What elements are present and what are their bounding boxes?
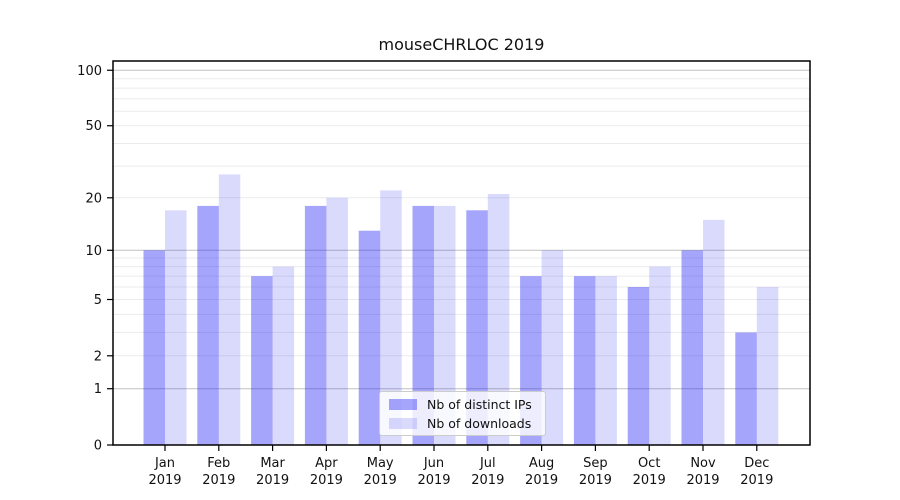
x-tick-label-year-dec: 2019 — [740, 473, 773, 488]
x-tick-label-year-aug: 2019 — [525, 473, 558, 488]
x-tick-label-year-oct: 2019 — [633, 473, 666, 488]
y-tick-label-1: 1 — [94, 382, 102, 397]
legend: Nb of distinct IPs Nb of downloads — [379, 391, 546, 436]
x-tick-label-year-apr: 2019 — [310, 473, 343, 488]
x-tick-label-year-sep: 2019 — [579, 473, 612, 488]
x-tick-label-month-nov: Nov — [690, 456, 716, 471]
chart-title: mouseCHRLOC 2019 — [378, 35, 545, 54]
y-tick-label-5: 5 — [94, 293, 102, 308]
bar-distinct-ips-jun — [412, 205, 434, 445]
bar-distinct-ips-apr — [304, 205, 327, 445]
x-tick-label-year-may: 2019 — [364, 473, 397, 488]
x-tick-label-year-mar: 2019 — [256, 473, 289, 488]
legend-label-distinct-ips: Nb of distinct IPs — [427, 396, 532, 412]
bar-distinct-ips-feb — [197, 205, 219, 445]
axes-frame — [112, 60, 811, 446]
legend-label-downloads: Nb of downloads — [427, 415, 532, 431]
bar-distinct-ips-dec — [735, 332, 757, 445]
y-tick-label-50: 50 — [85, 119, 102, 134]
bar-downloads-dec — [756, 286, 779, 445]
bar-distinct-ips-mar — [251, 276, 273, 445]
bar-downloads-oct — [649, 266, 671, 445]
bar-downloads-apr — [326, 197, 348, 445]
bar-distinct-ips-may — [358, 230, 381, 445]
bar-distinct-ips-nov — [681, 250, 703, 445]
bar-downloads-aug — [541, 250, 564, 445]
x-tick-label-month-sep: Sep — [583, 456, 608, 471]
x-tick-label-month-jul: Jul — [479, 456, 496, 471]
x-tick-label-month-may: May — [367, 456, 394, 471]
bar-downloads-jul — [487, 194, 510, 445]
y-tick-label-2: 2 — [94, 349, 102, 364]
x-tick-label-month-dec: Dec — [744, 456, 769, 471]
bar-downloads-mar — [272, 266, 295, 445]
bar-downloads-nov — [703, 219, 725, 445]
x-tick-label-month-aug: Aug — [529, 456, 554, 471]
bar-downloads-feb — [218, 174, 241, 445]
y-tick-label-100: 100 — [77, 64, 102, 79]
x-tick-label-month-oct: Oct — [638, 456, 660, 471]
x-tick-label-year-jan: 2019 — [148, 473, 181, 488]
bar-distinct-ips-sep — [573, 276, 596, 445]
x-tick-label-year-nov: 2019 — [686, 473, 719, 488]
x-tick-label-month-jan: Jan — [154, 456, 175, 471]
x-tick-label-month-apr: Apr — [315, 456, 338, 471]
bar-downloads-jun — [434, 205, 456, 445]
x-tick-label-year-feb: 2019 — [202, 473, 235, 488]
y-tick-label-0: 0 — [94, 439, 102, 454]
legend-swatch-downloads — [389, 417, 417, 429]
bar-downloads-jan — [165, 210, 187, 445]
legend-swatch-distinct-ips — [389, 398, 417, 410]
bar-distinct-ips-jan — [143, 250, 165, 445]
bar-downloads-may — [380, 190, 402, 445]
y-tick-label-10: 10 — [85, 244, 102, 259]
bar-distinct-ips-oct — [627, 286, 650, 445]
bar-distinct-ips-jul — [466, 210, 488, 445]
legend-item-distinct-ips: Nb of distinct IPs — [389, 397, 537, 412]
x-tick-label-month-jun: Jun — [423, 456, 444, 471]
bar-downloads-sep — [595, 276, 617, 445]
legend-item-downloads: Nb of downloads — [389, 416, 537, 431]
y-tick-label-20: 20 — [85, 191, 102, 206]
x-tick-label-month-feb: Feb — [207, 456, 230, 471]
x-tick-label-year-jul: 2019 — [471, 473, 504, 488]
x-tick-label-year-jun: 2019 — [417, 473, 450, 488]
x-tick-label-month-mar: Mar — [260, 456, 285, 471]
